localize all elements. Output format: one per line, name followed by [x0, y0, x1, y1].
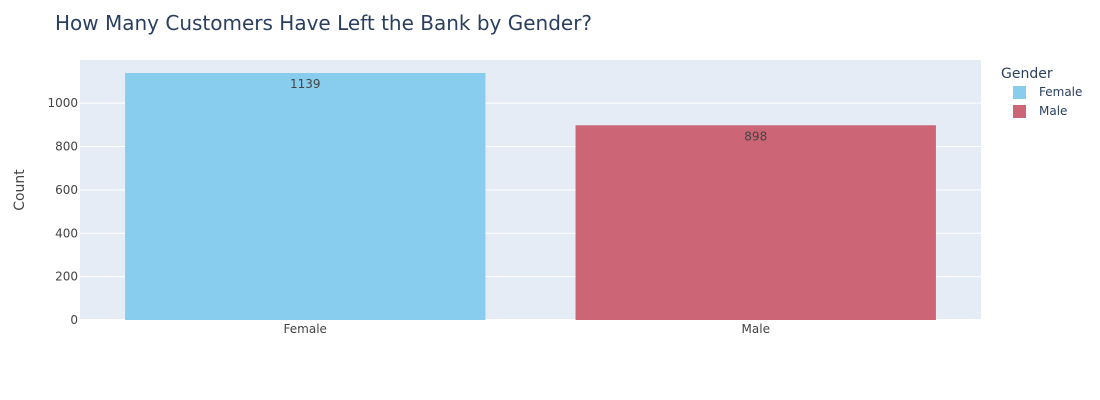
- legend: Gender Female Male: [1001, 66, 1082, 118]
- legend-title: Gender: [1001, 66, 1053, 82]
- y-tick-label: 600: [55, 183, 78, 197]
- bar-male: [575, 125, 936, 320]
- chart-title: How Many Customers Have Left the Bank by…: [55, 11, 592, 35]
- x-tick-label: Male: [742, 322, 770, 336]
- legend-swatch-male[interactable]: [1013, 105, 1026, 118]
- bar-female: [125, 73, 486, 320]
- legend-swatch-female[interactable]: [1013, 86, 1026, 99]
- legend-item-female[interactable]: Female: [1039, 85, 1082, 99]
- legend-item-male[interactable]: Male: [1039, 104, 1067, 118]
- x-tick-label: Female: [284, 322, 327, 336]
- y-tick-label: 400: [55, 226, 78, 240]
- y-axis-title: Count: [12, 169, 28, 211]
- bar-value-label: 1139: [290, 77, 321, 91]
- y-tick-label: 800: [55, 140, 78, 154]
- y-tick-label: 200: [55, 270, 78, 284]
- x-axis-ticks: Female Male: [284, 322, 770, 336]
- y-axis-ticks: 0 200 400 600 800 1000: [47, 96, 78, 327]
- bar-value-label: 898: [744, 129, 767, 143]
- bars: 1139 898: [125, 73, 936, 320]
- y-tick-label: 1000: [47, 96, 78, 110]
- y-tick-label: 0: [70, 313, 78, 327]
